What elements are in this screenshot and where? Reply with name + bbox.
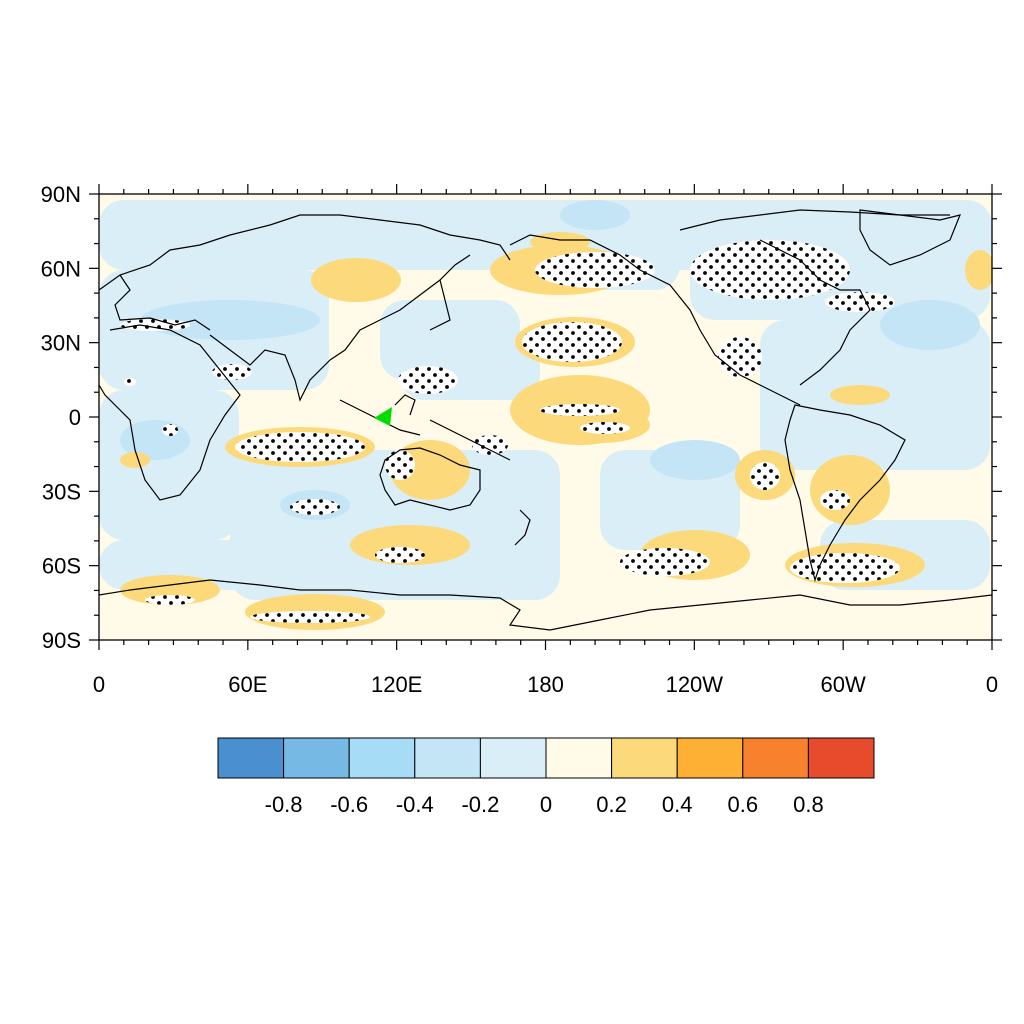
axis-ticks <box>89 184 1002 650</box>
positive-region-0 <box>311 258 401 302</box>
coastlines <box>99 209 992 631</box>
colorbar-swatch <box>545 737 613 779</box>
colorbar-label: 0.2 <box>596 792 627 817</box>
stipple-region-11 <box>620 548 710 576</box>
stipple-region-15 <box>120 319 190 331</box>
stipple-region-19 <box>385 450 415 480</box>
lat-label: 0 <box>69 405 81 430</box>
coastline-11 <box>509 234 801 406</box>
stipple-region-20 <box>472 435 508 455</box>
lat-label: 60S <box>42 554 81 579</box>
stipple-region-3 <box>580 422 630 434</box>
colorbar-labels: -0.8 -0.6 -0.4 -0.2 0 0.2 0.4 0.6 0.8 <box>265 792 824 817</box>
colorbar-swatch <box>414 737 481 779</box>
coastline-13 <box>759 239 871 386</box>
colorbar-swatch <box>676 737 744 779</box>
latitude-tick-labels: 90N 60N 30N 0 30S 60S 90S <box>41 182 81 653</box>
colorbar-label: -0.4 <box>396 792 434 817</box>
stipple-region-6 <box>825 292 895 312</box>
stipple-region-14 <box>750 462 780 490</box>
colorbar-label: 0 <box>540 792 552 817</box>
colorbar-swatch <box>217 737 285 779</box>
coastline-16 <box>99 579 992 631</box>
stipple-region-8 <box>398 366 458 394</box>
negative-mid-region-2 <box>880 300 980 350</box>
colorbar-label: 0.8 <box>793 792 824 817</box>
lon-label: 60W <box>821 672 866 697</box>
coastline-8 <box>429 419 511 461</box>
lat-label: 30S <box>42 479 81 504</box>
stipple-region-22 <box>124 378 136 386</box>
positive-region-17 <box>965 250 992 290</box>
significance-stippling <box>120 240 900 623</box>
colorbar-label: -0.8 <box>265 792 303 817</box>
colorbar <box>217 737 875 779</box>
colorbar-swatch <box>348 737 416 779</box>
lon-label: 120W <box>666 672 724 697</box>
coastline-10 <box>514 509 531 546</box>
stipple-region-12 <box>790 553 900 583</box>
lon-label: 0 <box>93 672 105 697</box>
positive-region-7 <box>810 455 890 525</box>
lat-label: 90N <box>41 182 81 207</box>
colorbar-swatch <box>479 737 547 779</box>
colorbar-swatch <box>742 737 809 779</box>
stipple-region-21 <box>162 424 178 436</box>
colorbar-label: -0.6 <box>330 792 368 817</box>
coastline-3 <box>209 334 331 402</box>
highlight-triangle-marker <box>374 407 392 426</box>
lat-label: 90S <box>42 628 81 653</box>
negative-region-3 <box>99 390 239 540</box>
map-panel <box>99 194 992 640</box>
coastline-14 <box>859 209 961 266</box>
lon-label: 60E <box>228 672 267 697</box>
colorbar-swatch <box>283 737 350 779</box>
coastline-9 <box>379 447 481 511</box>
negative-anomaly-mid-layer <box>120 200 980 520</box>
coastline-0 <box>99 214 511 291</box>
lat-label: 60N <box>41 256 81 281</box>
stipple-region-17 <box>145 595 195 605</box>
colorbar-swatch <box>807 737 875 779</box>
lon-label: 0 <box>986 672 998 697</box>
stipple-region-4 <box>535 252 655 288</box>
coastline-7 <box>394 394 416 416</box>
longitude-tick-labels: 0 60E 120E 180 120W 60W 0 <box>93 672 998 697</box>
colorbar-label: 0.6 <box>728 792 759 817</box>
colorbar-label: 0.4 <box>662 792 693 817</box>
lat-label: 30N <box>41 331 81 356</box>
stipple-region-9 <box>290 499 340 515</box>
positive-region-12 <box>120 575 220 605</box>
stipple-region-13 <box>820 490 850 510</box>
lon-label: 180 <box>527 672 564 697</box>
stipple-region-16 <box>212 364 252 380</box>
positive-region-16 <box>120 452 150 468</box>
coastline-15 <box>784 404 906 583</box>
negative-mid-region-4 <box>650 440 740 480</box>
negative-mid-region-0 <box>140 300 320 340</box>
coastline-1 <box>114 274 211 331</box>
stipple-region-7 <box>718 337 762 377</box>
stipple-region-10 <box>375 547 425 563</box>
coastline-2 <box>99 324 241 501</box>
positive-region-15 <box>530 232 590 252</box>
stipple-region-1 <box>522 322 622 362</box>
coastline-5 <box>429 279 451 331</box>
coastline-4 <box>329 254 471 361</box>
stipple-region-2 <box>540 404 620 416</box>
negative-mid-region-1 <box>560 200 630 230</box>
colorbar-label: -0.2 <box>461 792 499 817</box>
stipple-region-18 <box>250 611 370 623</box>
colorbar-swatch <box>611 737 678 779</box>
positive-region-14 <box>830 385 890 405</box>
lon-label: 120E <box>371 672 422 697</box>
stipple-region-5 <box>690 240 850 300</box>
negative-region-7 <box>230 450 560 600</box>
stipple-region-0 <box>235 432 365 462</box>
